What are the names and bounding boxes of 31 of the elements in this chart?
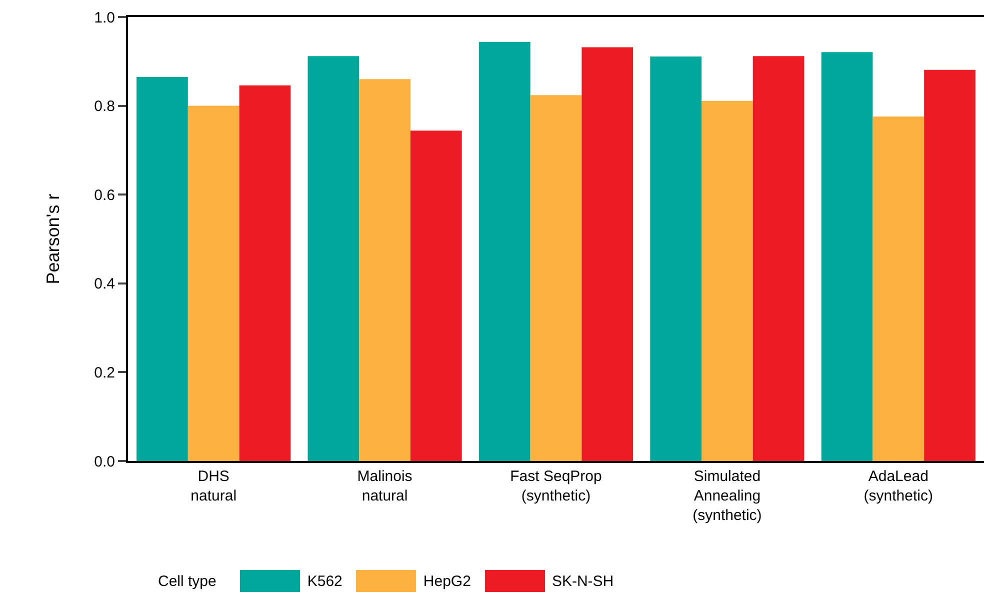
legend-title: Cell type xyxy=(158,572,216,590)
x-tick-label: Simulated Annealing (synthetic) xyxy=(692,468,762,524)
legend-label: SK-N-SH xyxy=(552,572,614,590)
bar xyxy=(308,56,360,461)
x-tick-label: DHS natural xyxy=(190,468,237,504)
x-tick-label: Fast SeqProp (synthetic) xyxy=(510,468,602,504)
bar xyxy=(239,85,291,461)
bar xyxy=(650,56,702,461)
bar xyxy=(530,95,582,461)
legend-label: HepG2 xyxy=(423,572,471,590)
bar xyxy=(702,100,753,461)
x-tick-label: Malinois natural xyxy=(357,468,412,504)
bar xyxy=(821,52,873,461)
bar xyxy=(136,76,188,461)
y-tick-label: 0.8 xyxy=(94,98,115,116)
bar xyxy=(410,130,462,461)
y-tick-label: 0.2 xyxy=(94,364,115,382)
x-tick-label: AdaLead (synthetic) xyxy=(864,468,933,504)
bar xyxy=(872,116,924,461)
bar xyxy=(582,47,634,461)
bar xyxy=(478,42,530,461)
bar xyxy=(359,79,410,461)
bar xyxy=(188,106,240,461)
y-axis-title: Pearson's r xyxy=(42,194,63,284)
y-tick-label: 1.0 xyxy=(94,9,115,26)
y-tick-label: 0.6 xyxy=(94,186,115,204)
bar xyxy=(924,70,976,461)
y-tick-label: 0.0 xyxy=(94,453,115,470)
y-tick-label: 0.4 xyxy=(94,276,115,293)
bar xyxy=(752,56,804,461)
legend-label: K562 xyxy=(307,572,342,590)
